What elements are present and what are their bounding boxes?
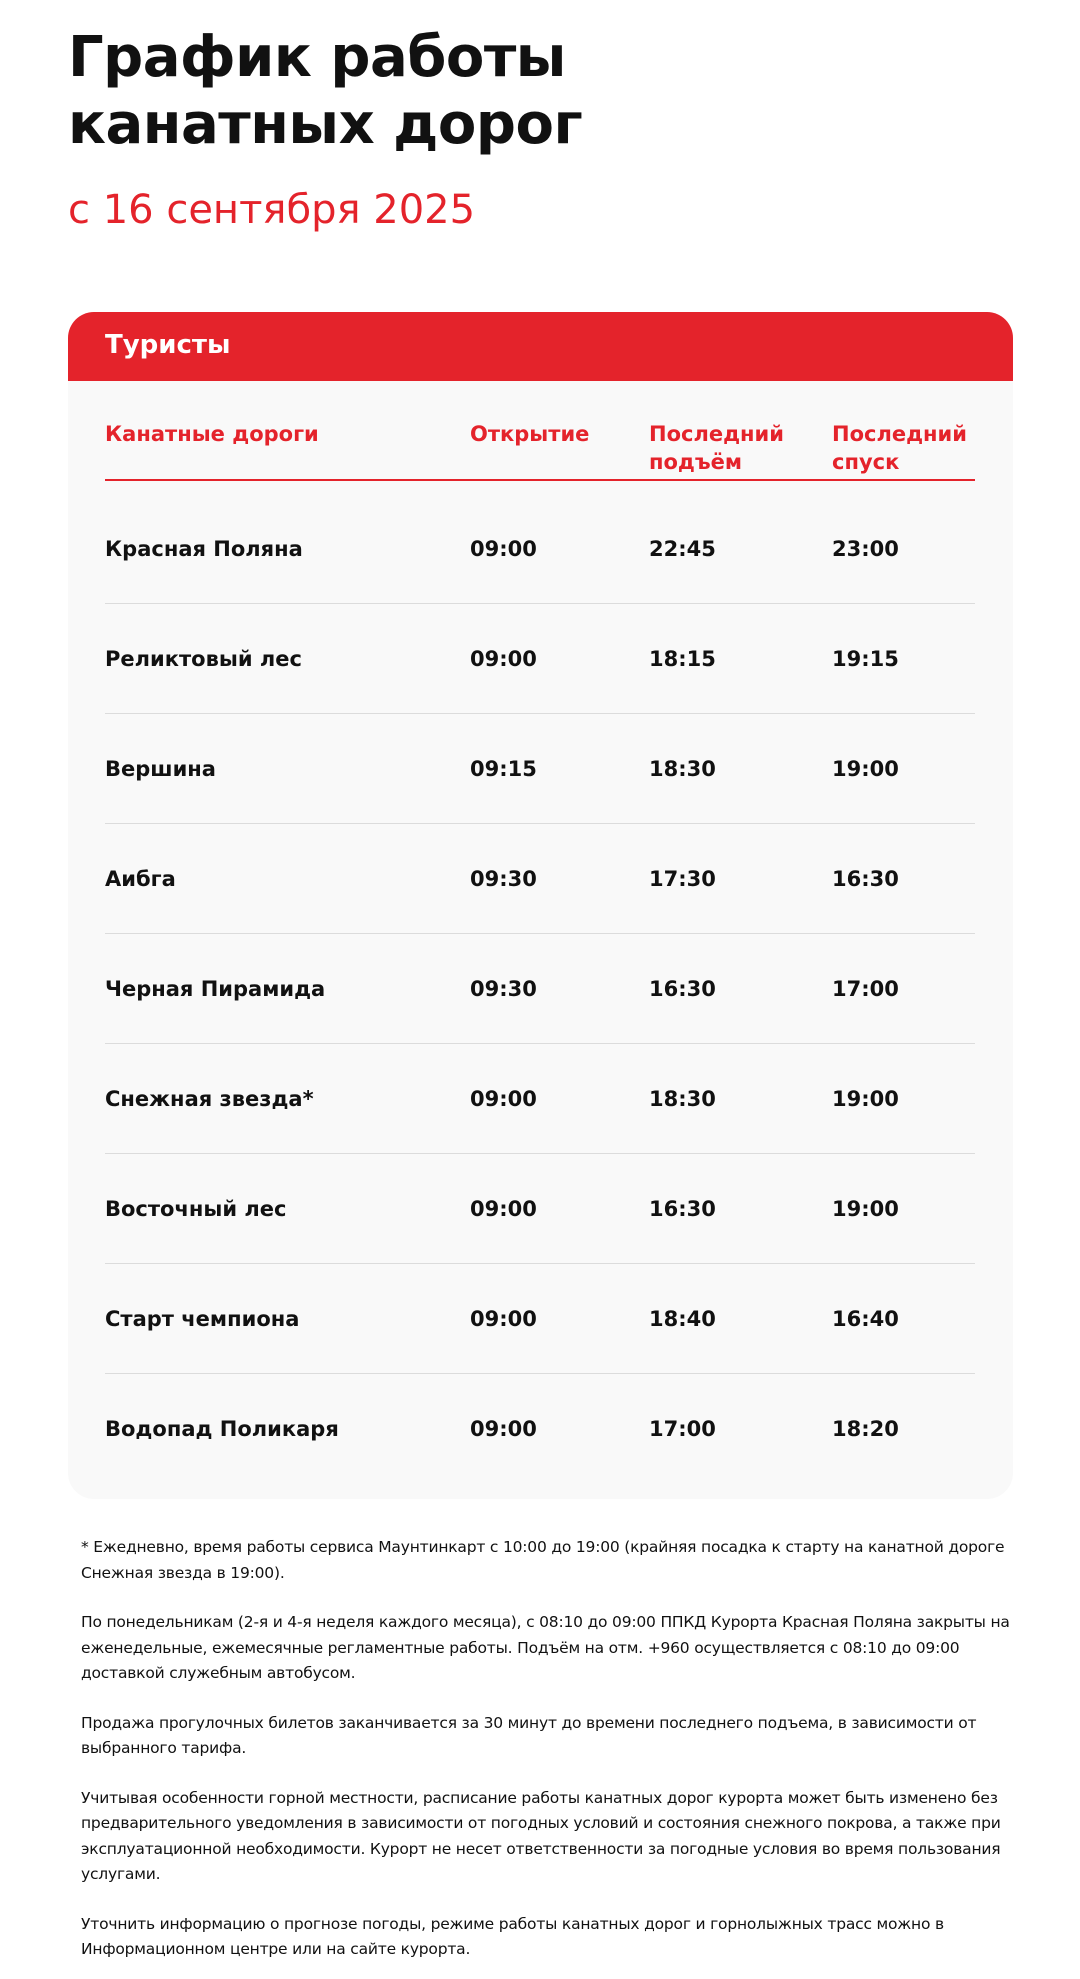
last-ascent-time: 17:30 bbox=[649, 867, 716, 891]
footnote-paragraph: Учитывая особенности горной местности, р… bbox=[81, 1788, 1001, 1884]
last-ascent-time: 18:15 bbox=[649, 647, 716, 671]
last-ascent-time: 17:00 bbox=[649, 1417, 716, 1441]
last-descent-time: 16:30 bbox=[832, 867, 899, 891]
last-ascent-time: 16:30 bbox=[649, 977, 716, 1001]
column-header-last-ascent: Последний подъём bbox=[649, 422, 784, 474]
lift-name: Красная Поляна bbox=[105, 537, 303, 561]
table-row: Снежная звезда* 09:00 18:30 19:00 bbox=[105, 1044, 975, 1154]
schedule-date: с 16 сентября 2025 bbox=[68, 187, 476, 233]
last-descent-time: 19:15 bbox=[832, 647, 899, 671]
table-row: Старт чемпиона 09:00 18:40 16:40 bbox=[105, 1264, 975, 1374]
page-title: График работы канатных дорог bbox=[68, 24, 583, 158]
lift-name: Вершина bbox=[105, 757, 216, 781]
footnote-paragraph: * Ежедневно, время работы сервиса Маунти… bbox=[81, 1538, 1005, 1582]
last-ascent-time: 16:30 bbox=[649, 1197, 716, 1221]
page-title-line-1: График работы bbox=[68, 25, 566, 90]
opening-time: 09:30 bbox=[470, 867, 537, 891]
last-ascent-time: 18:30 bbox=[649, 757, 716, 781]
lift-name: Реликтовый лес bbox=[105, 647, 302, 671]
opening-time: 09:30 bbox=[470, 977, 537, 1001]
footnotes: * Ежедневно, время работы сервиса Маунти… bbox=[81, 1535, 1011, 1979]
opening-time: 09:00 bbox=[470, 1307, 537, 1331]
column-header-opening: Открытие bbox=[470, 422, 590, 446]
lift-name: Восточный лес bbox=[105, 1197, 287, 1221]
last-ascent-time: 18:40 bbox=[649, 1307, 716, 1331]
table-row: Водопад Поликаря 09:00 17:00 18:20 bbox=[105, 1374, 975, 1484]
last-descent-time: 16:40 bbox=[832, 1307, 899, 1331]
last-descent-time: 23:00 bbox=[832, 537, 899, 561]
last-ascent-time: 18:30 bbox=[649, 1087, 716, 1111]
table-row: Вершина 09:15 18:30 19:00 bbox=[105, 714, 975, 824]
schedule-card: Туристы Канатные дороги Открытие Последн… bbox=[68, 312, 1013, 1499]
last-descent-time: 19:00 bbox=[832, 757, 899, 781]
table-row: Реликтовый лес 09:00 18:15 19:15 bbox=[105, 604, 975, 714]
table-row: Аибга 09:30 17:30 16:30 bbox=[105, 824, 975, 934]
lift-name: Водопад Поликаря bbox=[105, 1417, 339, 1441]
last-descent-time: 18:20 bbox=[832, 1417, 899, 1441]
last-descent-time: 19:00 bbox=[832, 1197, 899, 1221]
table-row: Восточный лес 09:00 16:30 19:00 bbox=[105, 1154, 975, 1264]
footnote-paragraph: Продажа прогулочных билетов заканчиваетс… bbox=[81, 1713, 977, 1758]
opening-time: 09:00 bbox=[470, 537, 537, 561]
opening-time: 09:00 bbox=[470, 647, 537, 671]
lift-name: Черная Пирамида bbox=[105, 977, 326, 1001]
page-title-line-2: канатных дорог bbox=[68, 92, 583, 157]
column-header-lifts: Канатные дороги bbox=[105, 422, 319, 446]
lift-name: Аибга bbox=[105, 867, 176, 891]
last-ascent-time: 22:45 bbox=[649, 537, 716, 561]
opening-time: 09:00 bbox=[470, 1417, 537, 1441]
opening-time: 09:15 bbox=[470, 757, 537, 781]
table-header: Канатные дороги Открытие Последний подъё… bbox=[105, 420, 975, 481]
footnote-paragraph: По понедельникам (2-я и 4-я неделя каждо… bbox=[81, 1613, 1010, 1682]
table-row: Красная Поляна 09:00 22:45 23:00 bbox=[105, 494, 975, 604]
lift-name: Снежная звезда* bbox=[105, 1087, 314, 1111]
last-descent-time: 17:00 bbox=[832, 977, 899, 1001]
opening-time: 09:00 bbox=[470, 1197, 537, 1221]
lift-name: Старт чемпиона bbox=[105, 1307, 300, 1331]
column-header-last-descent: Последний спуск bbox=[832, 422, 967, 474]
table-row: Черная Пирамида 09:30 16:30 17:00 bbox=[105, 934, 975, 1044]
opening-time: 09:00 bbox=[470, 1087, 537, 1111]
footnote-paragraph: Уточнить информацию о прогнозе погоды, р… bbox=[81, 1914, 944, 1959]
card-header: Туристы bbox=[68, 312, 1013, 381]
last-descent-time: 19:00 bbox=[832, 1087, 899, 1111]
